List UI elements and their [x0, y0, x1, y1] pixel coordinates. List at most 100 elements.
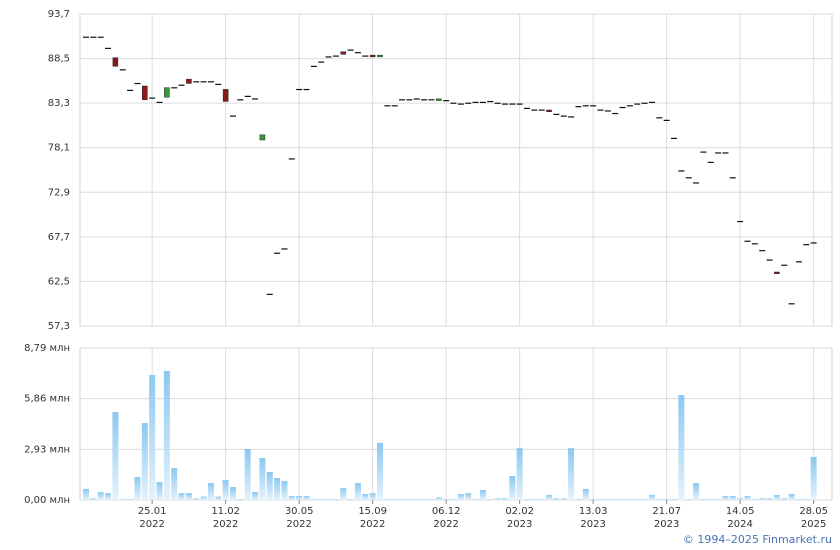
- volume-bar: [641, 499, 648, 500]
- volume-bar: [391, 499, 398, 500]
- candle-flat: [700, 151, 707, 153]
- volume-bar: [127, 499, 134, 500]
- candle-flat: [296, 88, 303, 91]
- volume-bar: [369, 493, 376, 500]
- candle-flat: [252, 98, 259, 100]
- candle-flat: [354, 52, 361, 54]
- volume-bar: [156, 482, 163, 500]
- volume-bar: [810, 456, 817, 500]
- candle-flat: [443, 100, 450, 102]
- volume-bar: [288, 496, 295, 500]
- volume-bar: [200, 496, 207, 500]
- candle-flat: [501, 103, 508, 105]
- candle-flat: [795, 261, 802, 263]
- candle-flat: [759, 250, 766, 252]
- panel-frame: [79, 13, 833, 327]
- volume-bar: [340, 488, 347, 500]
- candle-flat: [266, 293, 273, 295]
- candle-flat: [516, 103, 523, 105]
- volume-bar: [377, 442, 383, 500]
- volume-bar: [479, 489, 486, 500]
- volume-bar: [671, 499, 677, 500]
- candle-flat: [524, 107, 530, 109]
- candle-flat: [244, 95, 251, 97]
- candle-flat: [406, 99, 413, 101]
- candle-flat: [590, 105, 597, 107]
- candle-flat: [465, 102, 472, 104]
- candle-flat: [230, 115, 236, 117]
- volume-bar: [648, 494, 655, 500]
- volume-bar: [700, 499, 707, 500]
- volume-bar: [590, 499, 597, 500]
- volume-bar: [112, 411, 119, 500]
- volume-bar: [663, 499, 670, 500]
- volume-bar: [501, 498, 508, 500]
- candle-body: [186, 78, 192, 84]
- candle-flat: [332, 55, 339, 57]
- candle-flat: [810, 242, 817, 244]
- candle-flat: [568, 116, 575, 118]
- candle-body: [164, 87, 170, 98]
- y-tick-label: 67,7: [48, 232, 70, 243]
- volume-bar: [149, 374, 156, 500]
- volume-bar: [531, 499, 538, 500]
- volume-bar: [399, 499, 406, 500]
- volume-bar: [582, 488, 589, 500]
- candle-flat: [626, 105, 633, 107]
- y-tick-label: 93,7: [48, 9, 70, 20]
- candle-flat: [781, 264, 788, 266]
- candle-flat: [597, 109, 604, 111]
- volume-bar: [105, 493, 112, 500]
- volume-bar: [604, 499, 611, 500]
- candle-flat: [472, 101, 479, 103]
- volume-bar: [795, 499, 802, 500]
- candle-flat: [737, 220, 744, 223]
- volume-bar: [230, 487, 236, 500]
- candle-flat: [119, 69, 126, 71]
- candle-flat: [156, 101, 163, 103]
- volume-bar: [744, 496, 751, 500]
- candle-flat: [656, 117, 663, 119]
- candle-flat: [538, 109, 545, 111]
- volume-bar: [421, 499, 428, 500]
- volume-bar: [450, 499, 457, 500]
- candle-flat: [237, 99, 244, 101]
- candle-flat: [575, 106, 582, 108]
- volume-bar: [538, 499, 545, 500]
- candle-flat: [105, 47, 112, 49]
- volume-bar: [259, 457, 266, 500]
- candle-flat: [178, 84, 185, 86]
- candle-flat: [391, 105, 398, 107]
- volume-bar: [134, 477, 141, 500]
- candle-flat: [310, 65, 317, 67]
- x-tick-label: 25.01 2022: [137, 506, 167, 530]
- y-tick-label: 62,5: [48, 276, 70, 287]
- volume-bar: [626, 499, 633, 500]
- volume-bar: [428, 499, 435, 500]
- candle-flat: [83, 36, 89, 38]
- volume-bar: [83, 488, 89, 500]
- candle-body: [546, 109, 552, 112]
- volume-bar: [788, 493, 795, 500]
- volume-bar: [384, 499, 391, 500]
- volume-bar: [215, 496, 222, 500]
- volume-bar: [597, 499, 604, 500]
- candle-flat: [648, 101, 655, 103]
- candle-flat: [134, 82, 141, 85]
- candle-flat: [766, 259, 773, 261]
- candle-flat: [612, 112, 619, 115]
- candle-flat: [531, 109, 538, 111]
- candle-flat: [457, 103, 464, 105]
- volume-bar: [465, 493, 472, 500]
- credit: © 1994–2025 Finmarket.ru: [682, 533, 832, 546]
- volume-tick-label: 0,00 млн: [24, 495, 70, 506]
- volume-bar: [185, 493, 192, 500]
- x-tick-label: 15.09 2022: [358, 506, 387, 530]
- volume-bar: [296, 496, 303, 500]
- candle-flat: [362, 55, 369, 57]
- volume-bar: [274, 478, 281, 500]
- candle-flat: [693, 182, 700, 184]
- volume-bar: [759, 498, 766, 500]
- volume-bar: [634, 499, 641, 500]
